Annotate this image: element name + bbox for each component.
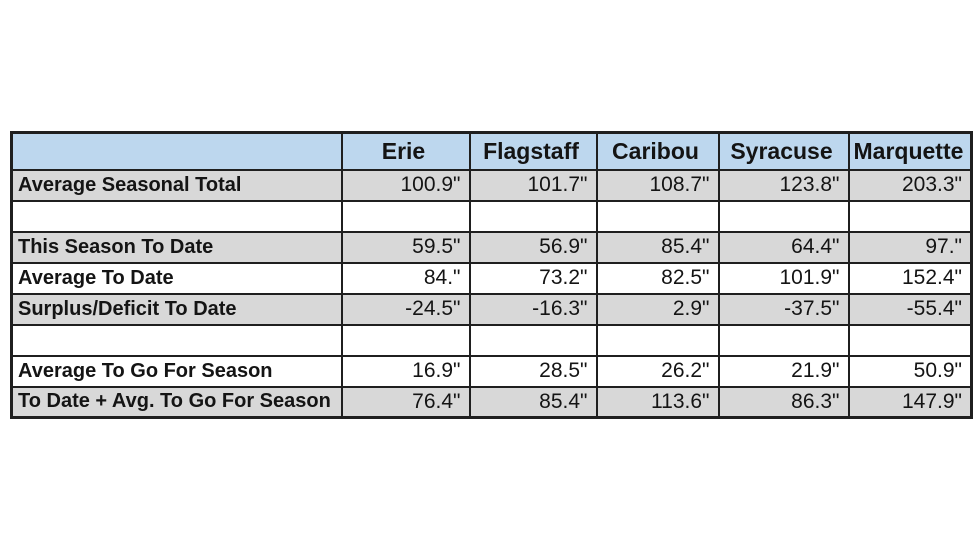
row-label: This Season To Date <box>10 230 343 264</box>
header-cell-marquette: Marquette <box>847 131 973 171</box>
value-cell: -37.5" <box>717 292 850 326</box>
row-label <box>10 323 343 357</box>
value-cell: -24.5" <box>340 292 471 326</box>
value-cell: 100.9" <box>340 168 471 202</box>
value-cell: 64.4" <box>717 230 850 264</box>
value-cell: 152.4" <box>847 261 973 295</box>
table-row: This Season To Date 59.5" 56.9" 85.4" 64.4" 9… <box>10 230 973 264</box>
value-cell: 113.6" <box>595 385 720 419</box>
spacer-row <box>10 323 973 357</box>
table-row: Average Seasonal Total 100.9" 101.7" 108.7"… <box>10 168 973 202</box>
row-label: Average To Date <box>10 261 343 295</box>
header-cell-caribou: Caribou <box>595 131 720 171</box>
row-label <box>10 199 343 233</box>
header-row: Erie Flagstaff Caribou Syracuse Marquett… <box>10 131 973 171</box>
value-cell: 147.9" <box>847 385 973 419</box>
row-label: To Date + Avg. To Go For Season <box>10 385 343 419</box>
value-cell <box>595 199 720 233</box>
header-cell-syracuse: Syracuse <box>717 131 850 171</box>
header-cell-blank <box>10 131 343 171</box>
value-cell <box>468 323 598 357</box>
value-cell <box>340 323 471 357</box>
value-cell: 84." <box>340 261 471 295</box>
row-label: Surplus/Deficit To Date <box>10 292 343 326</box>
value-cell: 123.8" <box>717 168 850 202</box>
row-label: Average Seasonal Total <box>10 168 343 202</box>
header-cell-flagstaff: Flagstaff <box>468 131 598 171</box>
value-cell: 2.9" <box>595 292 720 326</box>
value-cell: 82.5" <box>595 261 720 295</box>
table-row: Average To Date 84." 73.2" 82.5" 101.9" 152.4… <box>10 261 973 295</box>
value-cell: 203.3" <box>847 168 973 202</box>
value-cell: 101.9" <box>717 261 850 295</box>
value-cell: 21.9" <box>717 354 850 388</box>
value-cell <box>340 199 471 233</box>
value-cell: -16.3" <box>468 292 598 326</box>
value-cell: 26.2" <box>595 354 720 388</box>
value-cell: -55.4" <box>847 292 973 326</box>
value-cell: 16.9" <box>340 354 471 388</box>
value-cell <box>847 323 973 357</box>
spacer-row <box>10 199 973 233</box>
value-cell: 86.3" <box>717 385 850 419</box>
value-cell <box>717 199 850 233</box>
value-cell <box>717 323 850 357</box>
table-row: Average To Go For Season 16.9" 28.5" 26.2" 2… <box>10 354 973 388</box>
value-cell: 76.4" <box>340 385 471 419</box>
row-label: Average To Go For Season <box>10 354 343 388</box>
table-row: To Date + Avg. To Go For Season 76.4" 85.4… <box>10 385 973 419</box>
snowfall-comparison-table: Erie Flagstaff Caribou Syracuse Marquett… <box>10 131 973 419</box>
value-cell <box>595 323 720 357</box>
value-cell <box>468 199 598 233</box>
value-cell: 85.4" <box>468 385 598 419</box>
value-cell: 85.4" <box>595 230 720 264</box>
value-cell: 73.2" <box>468 261 598 295</box>
value-cell: 101.7" <box>468 168 598 202</box>
value-cell: 56.9" <box>468 230 598 264</box>
value-cell: 59.5" <box>340 230 471 264</box>
value-cell: 108.7" <box>595 168 720 202</box>
value-cell <box>847 199 973 233</box>
header-cell-erie: Erie <box>340 131 471 171</box>
table-row: Surplus/Deficit To Date -24.5" -16.3" 2.9" -… <box>10 292 973 326</box>
value-cell: 50.9" <box>847 354 973 388</box>
value-cell: 97." <box>847 230 973 264</box>
value-cell: 28.5" <box>468 354 598 388</box>
